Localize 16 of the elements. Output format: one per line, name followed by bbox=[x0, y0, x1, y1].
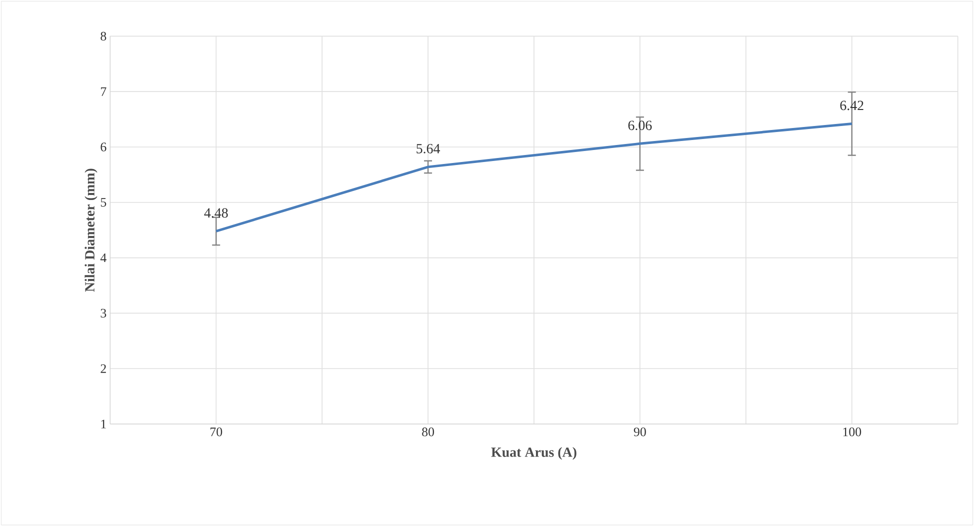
y-axis-title: Nilai Diameter (mm) bbox=[84, 168, 98, 292]
y-tick-label: 5 bbox=[100, 198, 106, 207]
x-tick-label: 100 bbox=[843, 427, 862, 436]
x-tick-label: 80 bbox=[422, 427, 434, 436]
y-tick-label: 8 bbox=[100, 32, 106, 40]
data-label: 4.48 bbox=[204, 208, 228, 218]
y-tick-label: 2 bbox=[100, 364, 106, 373]
x-tick-label: 70 bbox=[210, 427, 222, 436]
x-axis-title: Kuat Arus (A) bbox=[491, 447, 576, 460]
y-tick-label: 4 bbox=[100, 253, 106, 262]
x-tick-label: 90 bbox=[634, 427, 646, 436]
y-tick-label: 1 bbox=[101, 420, 106, 428]
y-tick-label: 6 bbox=[100, 142, 106, 152]
y-tick-label: 7 bbox=[101, 87, 106, 96]
data-label: 5.64 bbox=[416, 144, 440, 154]
y-tick-label: 3 bbox=[100, 308, 106, 318]
